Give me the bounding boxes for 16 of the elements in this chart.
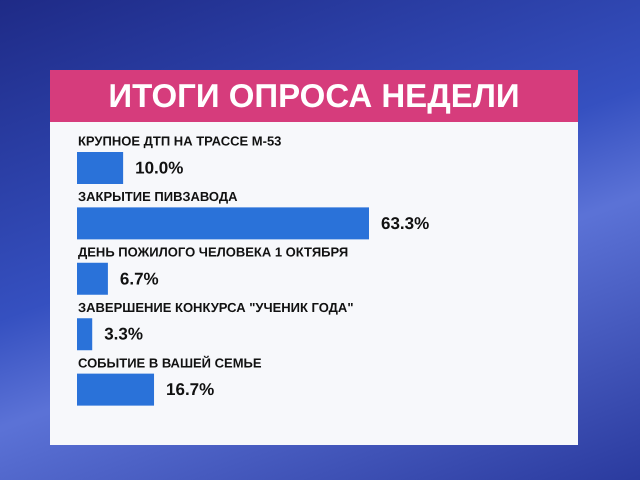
y-tick-label: ЗАКРЫТИЕ ПИВЗАВОДА [78, 189, 238, 204]
data-label: 16.7% [166, 380, 214, 400]
y-tick-label: СОБЫТИЕ В ВАШЕЙ СЕМЬЕ [78, 355, 262, 370]
bar [77, 207, 369, 240]
data-label: 10.0% [135, 158, 184, 178]
y-tick-label: ДЕНЬ ПОЖИЛОГО ЧЕЛОВЕКА 1 ОКТЯБРЯ [78, 244, 348, 260]
data-label: 6.7% [120, 269, 159, 288]
data-label: 3.3% [104, 324, 143, 344]
bar [77, 318, 92, 350]
bar [77, 152, 124, 184]
data-label: 63.3% [381, 214, 430, 233]
bar [77, 374, 154, 406]
y-tick-label: КРУПНОЕ ДТП НА ТРАССЕ М-53 [78, 134, 282, 149]
bar [77, 262, 108, 295]
chart-title: ИТОГИ ОПРОСА НЕДЕЛИ [108, 76, 520, 116]
y-tick-label: ЗАВЕРШЕНИЕ КОНКУРСА "УЧЕНИК ГОДА" [78, 300, 354, 315]
